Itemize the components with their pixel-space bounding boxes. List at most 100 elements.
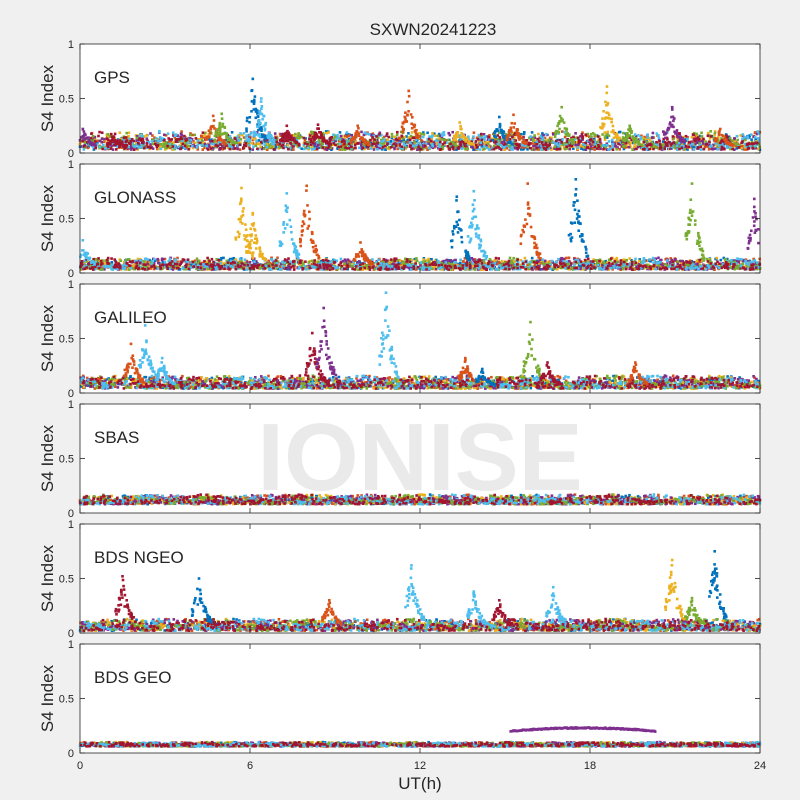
data-point: [381, 144, 384, 147]
data-point: [488, 140, 491, 143]
data-point: [170, 143, 173, 147]
data-point: [695, 132, 698, 136]
data-point: [698, 134, 701, 138]
data-point: [211, 114, 215, 118]
data-point: [252, 98, 256, 102]
data-point: [448, 145, 451, 148]
data-point: [664, 131, 667, 135]
data-point: [213, 127, 216, 130]
data-point: [528, 146, 532, 150]
data-point: [121, 144, 125, 147]
data-point: [378, 146, 381, 150]
data-point: [491, 139, 495, 142]
data-point: [309, 143, 313, 146]
data-point: [448, 133, 452, 137]
data-point: [672, 137, 676, 140]
data-point: [266, 143, 270, 146]
data-point: [485, 143, 488, 147]
data-point: [520, 132, 523, 136]
data-point: [201, 136, 204, 139]
data-point: [308, 132, 312, 136]
data-point: [287, 147, 290, 151]
data-point: [404, 145, 408, 149]
data-point: [317, 138, 321, 142]
data-point: [714, 143, 718, 146]
data-point: [427, 139, 430, 143]
data-point: [354, 140, 358, 143]
data-point: [605, 91, 609, 95]
data-point: [257, 119, 261, 122]
data-point: [597, 138, 600, 142]
data-point: [345, 143, 348, 146]
data-point: [486, 142, 490, 146]
data-point: [130, 148, 133, 151]
data-point: [110, 144, 114, 147]
data-point: [221, 143, 224, 147]
data-point: [91, 135, 95, 138]
data-point: [428, 135, 431, 138]
data-point: [707, 148, 711, 151]
data-point: [701, 142, 705, 145]
data-point: [258, 143, 262, 146]
data-point: [443, 141, 446, 144]
data-point: [429, 139, 433, 143]
data-point: [628, 257, 631, 260]
data-point: [690, 141, 693, 144]
data-point: [168, 145, 171, 148]
data-point: [513, 136, 516, 140]
data-point: [397, 136, 401, 140]
data-point: [626, 132, 629, 135]
data-point: [521, 148, 525, 151]
data-point: [329, 143, 333, 146]
data-point: [732, 142, 736, 145]
data-point: [100, 131, 104, 134]
data-point: [670, 115, 673, 119]
data-point: [675, 141, 679, 144]
data-point: [125, 139, 128, 143]
data-point: [256, 142, 260, 146]
data-point: [475, 146, 479, 149]
data-point: [452, 144, 455, 148]
data-point: [336, 142, 340, 146]
data-point: [589, 145, 593, 148]
data-point: [669, 143, 673, 147]
data-point: [675, 133, 679, 137]
data-point: [203, 131, 207, 135]
data-point: [321, 137, 325, 140]
data-point: [354, 136, 358, 139]
data-point: [531, 139, 535, 142]
data-point: [434, 145, 437, 148]
data-point: [599, 142, 603, 146]
data-point: [214, 145, 218, 149]
data-point: [601, 133, 604, 136]
data-point: [386, 138, 389, 142]
data-point: [604, 134, 607, 138]
data-point: [690, 136, 694, 139]
data-point: [664, 144, 667, 148]
data-point: [504, 133, 508, 136]
data-point: [611, 129, 615, 132]
data-point: [646, 136, 650, 139]
data-point: [339, 145, 343, 148]
data-point: [555, 147, 559, 151]
data-point: [565, 140, 569, 143]
data-point: [310, 145, 314, 148]
data-point: [737, 146, 740, 149]
data-point: [537, 132, 540, 136]
data-point: [694, 142, 697, 146]
data-point: [757, 142, 761, 146]
data-point: [657, 138, 661, 142]
data-point: [545, 132, 548, 136]
data-point: [210, 138, 213, 141]
data-point: [477, 133, 481, 137]
data-point: [470, 142, 474, 146]
data-point: [225, 132, 229, 135]
data-point: [637, 134, 640, 137]
data-point: [464, 138, 468, 142]
data-point: [363, 141, 367, 145]
data-point: [292, 134, 296, 137]
data-point: [335, 137, 338, 141]
data-point: [704, 140, 708, 144]
data-point: [192, 140, 195, 143]
data-point: [398, 143, 402, 146]
